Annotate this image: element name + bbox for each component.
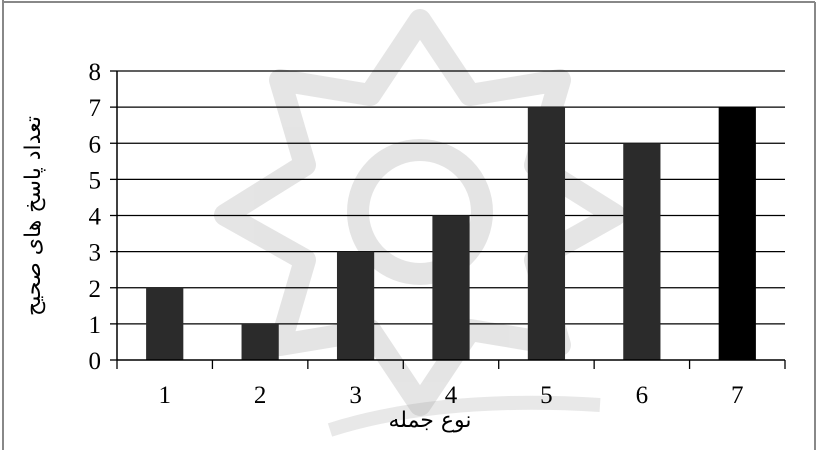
x-tick-labels: 1 2 3 4 5 6 7 [158,382,743,409]
bar [241,323,279,360]
bar [336,251,375,360]
watermark-text [327,395,601,437]
y-tick-label: 2 [89,276,102,303]
y-tick-label: 5 [89,167,102,194]
x-axis-title: نوع جمله [388,408,471,433]
y-axis-title: تعداد پاسخ های صحیح [21,116,46,316]
y-tick-label: 8 [89,59,102,86]
bars [146,107,756,360]
y-tick-label: 4 [89,204,102,231]
x-tick-label: 7 [731,382,744,409]
y-tick-label: 3 [89,240,102,267]
y-tick-labels: 0 1 2 3 4 5 6 7 8 [89,59,102,375]
bar [432,215,470,360]
x-tick-label: 4 [445,382,458,409]
bar [623,143,661,360]
x-tick-label: 2 [254,382,267,409]
y-tick-label: 6 [89,131,102,158]
x-tick-label: 6 [636,382,649,409]
x-tick-label: 5 [540,382,553,409]
bar [527,107,566,360]
x-tick-label: 1 [158,382,171,409]
axes [110,70,786,369]
bar [718,107,756,360]
x-tick-label: 3 [349,382,362,409]
bar [146,287,184,360]
y-tick-label: 1 [89,312,102,339]
y-tick-label: 7 [89,95,102,122]
y-tick-label: 0 [89,348,102,375]
